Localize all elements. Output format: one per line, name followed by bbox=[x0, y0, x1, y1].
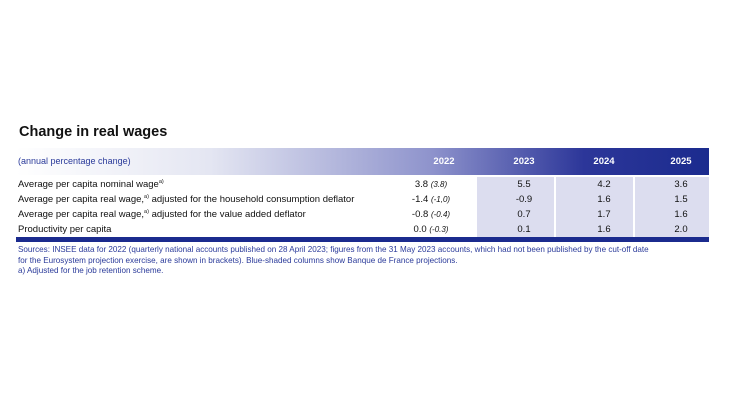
table-notes: Sources: INSEE data for 2022 (quarterly … bbox=[18, 245, 718, 277]
table-row: Productivity per capita 0.0 (-0.3) 0.1 1… bbox=[16, 223, 709, 237]
table-row: Average per capita nominal wagea) 3.8 (3… bbox=[16, 178, 709, 192]
projection-shading bbox=[477, 177, 709, 237]
col-header-2023: 2023 bbox=[513, 156, 535, 167]
column-separator bbox=[554, 177, 556, 237]
row-label: Productivity per capita bbox=[18, 224, 112, 235]
table-header: (annual percentage change) 2022 2023 202… bbox=[16, 148, 709, 175]
cell-2023: 5.5 bbox=[517, 179, 531, 190]
row-label: Average per capita real wage,a) adjusted… bbox=[18, 194, 355, 205]
cell-2022: -1.4 (-1,0) bbox=[411, 194, 451, 205]
cell-2024: 4.2 bbox=[597, 179, 611, 190]
table-body: Average per capita nominal wagea) 3.8 (3… bbox=[16, 175, 709, 237]
column-separator bbox=[633, 177, 635, 237]
cell-2025: 1.5 bbox=[674, 194, 688, 205]
col-header-2025: 2025 bbox=[670, 156, 692, 167]
sources-note-line-2: for the Eurosystem projection exercise, … bbox=[18, 255, 458, 265]
row-label: Average per capita real wage,a) adjusted… bbox=[18, 209, 306, 220]
table-row: Average per capita real wage,a) adjusted… bbox=[16, 193, 709, 207]
cell-2023: 0.7 bbox=[517, 209, 531, 220]
cell-2022: 0.0 (-0.3) bbox=[413, 224, 449, 235]
cell-2023: -0.9 bbox=[515, 194, 533, 205]
cell-2022: 3.8 (3.8) bbox=[414, 179, 448, 190]
cell-2022: -0.8 (-0.4) bbox=[411, 209, 451, 220]
wages-table: (annual percentage change) 2022 2023 202… bbox=[16, 148, 709, 237]
sources-note-line-1: Sources: INSEE data for 2022 (quarterly … bbox=[18, 245, 649, 254]
cell-2024: 1.6 bbox=[597, 194, 611, 205]
cell-2025: 2.0 bbox=[674, 224, 688, 235]
table-bottom-rule bbox=[16, 237, 709, 242]
cell-2024: 1.6 bbox=[597, 224, 611, 235]
unit-label: (annual percentage change) bbox=[18, 156, 131, 166]
col-header-2022: 2022 bbox=[433, 156, 455, 167]
cell-2025: 3.6 bbox=[674, 179, 688, 190]
cell-2023: 0.1 bbox=[517, 224, 531, 235]
footnote-a: a) Adjusted for the job retention scheme… bbox=[18, 266, 164, 275]
cell-2025: 1.6 bbox=[674, 209, 688, 220]
table-title: Change in real wages bbox=[19, 124, 168, 140]
table-row: Average per capita real wage,a) adjusted… bbox=[16, 208, 709, 222]
cell-2024: 1.7 bbox=[597, 209, 611, 220]
row-label: Average per capita nominal wagea) bbox=[18, 179, 164, 190]
col-header-2024: 2024 bbox=[593, 156, 615, 167]
